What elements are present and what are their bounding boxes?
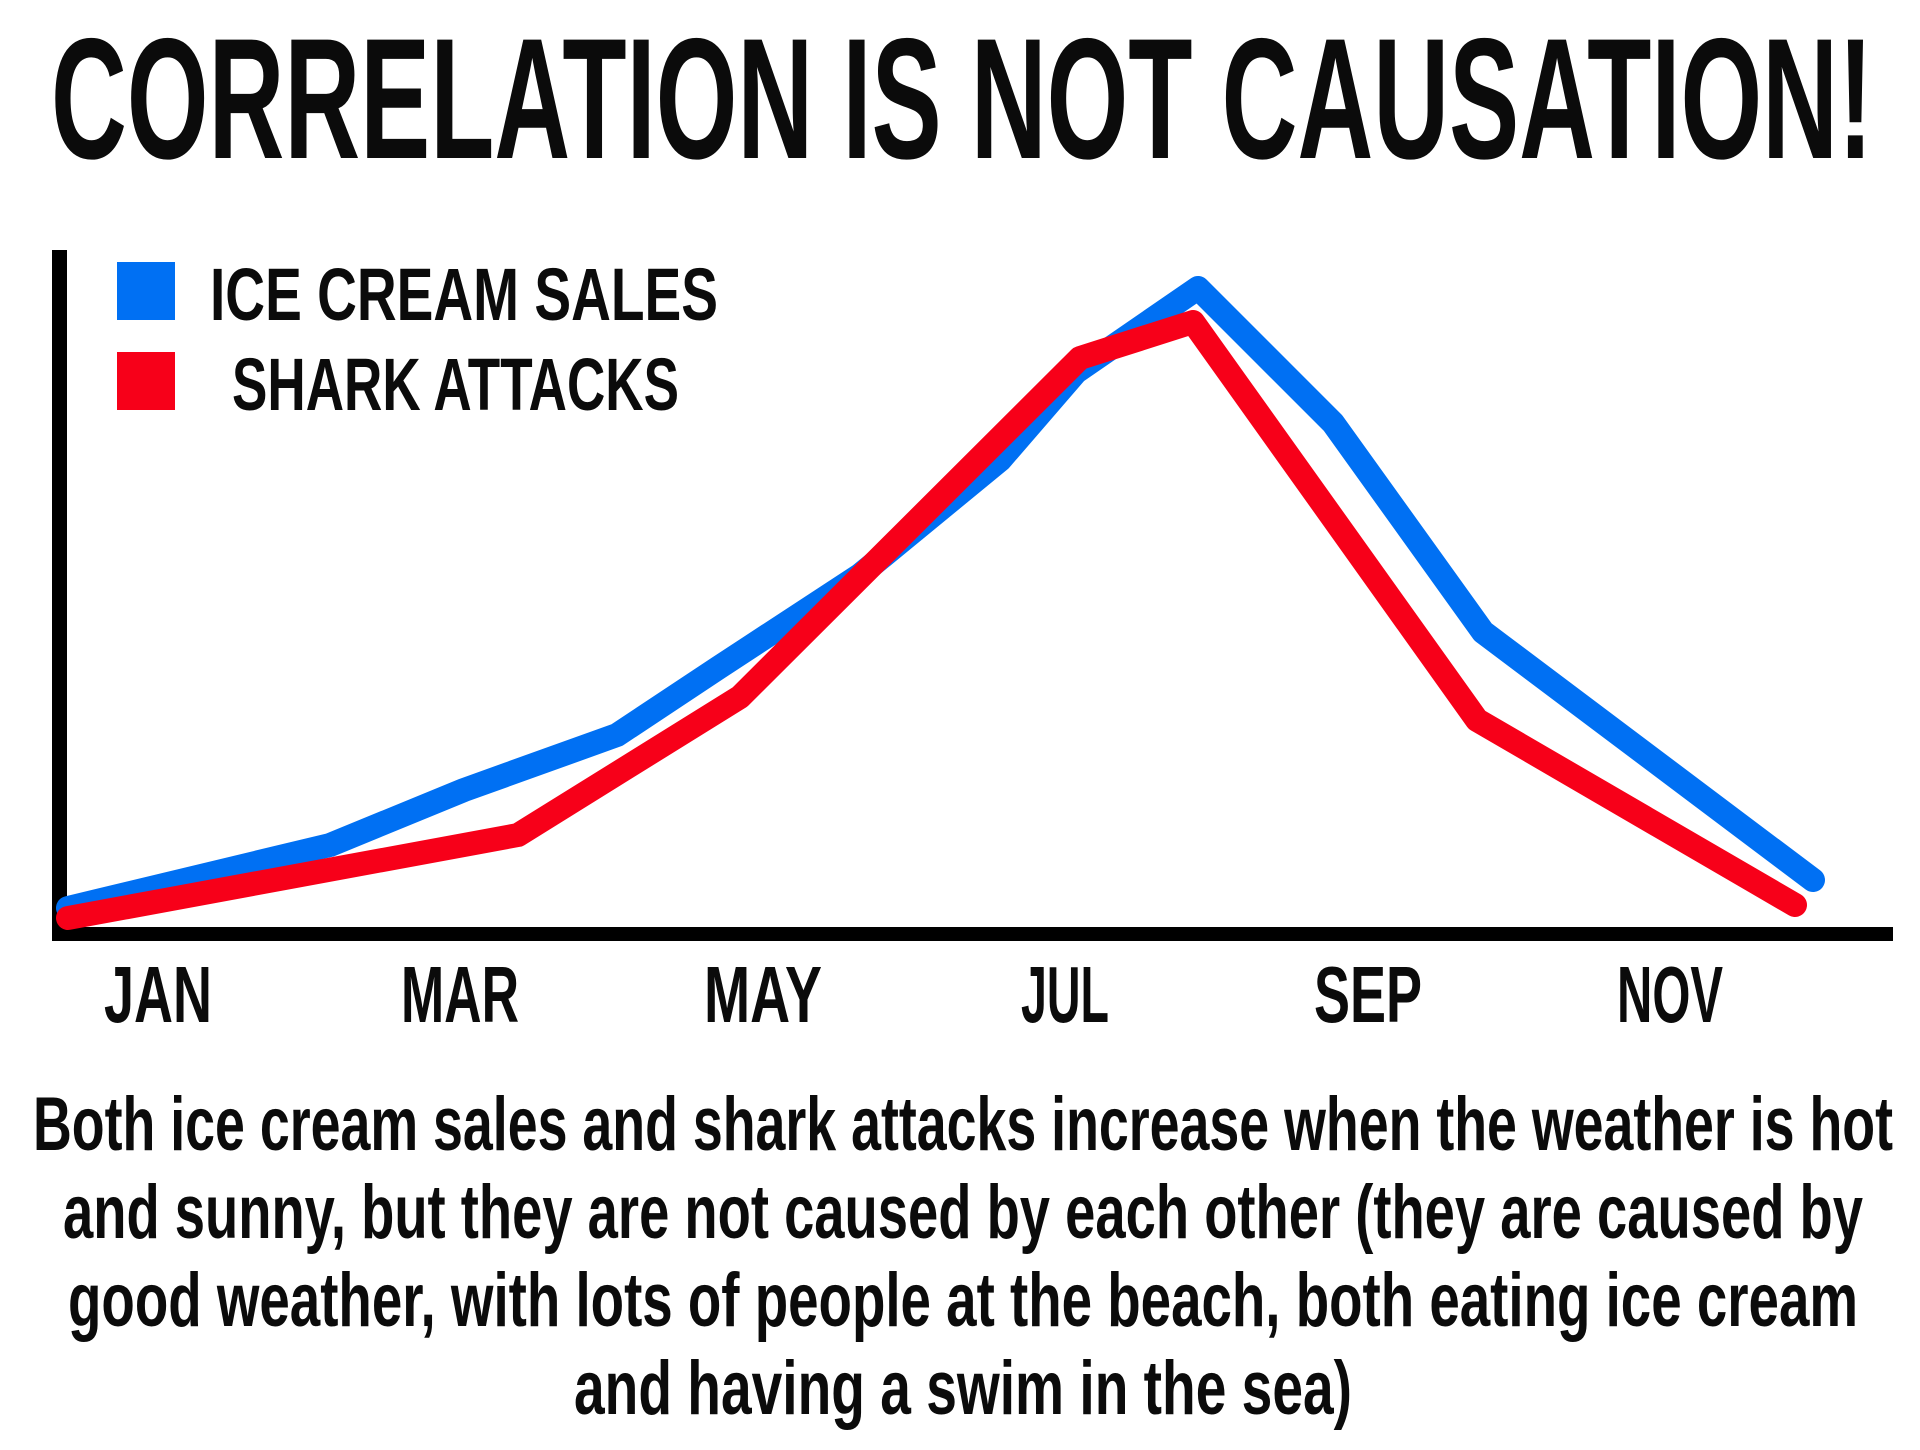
x-axis-tick-labels: JAN MAR MAY JUL SEP NOV <box>104 950 1723 1039</box>
legend-swatch-shark-attacks <box>117 352 175 410</box>
caption-line-4: and having a swim in the sea) <box>574 1346 1352 1431</box>
x-axis-line <box>52 927 1893 941</box>
legend: ICE CREAM SALES SHARK ATTACKS <box>117 253 718 426</box>
page-title: CORRELATION IS NOT CAUSATION! <box>51 3 1873 195</box>
legend-swatch-ice-cream-sales <box>117 262 175 320</box>
y-axis-line <box>52 250 67 941</box>
shark-attacks-line <box>56 310 1807 930</box>
x-tick-label-jan: JAN <box>104 950 212 1039</box>
caption: Both ice cream sales and shark attacks i… <box>33 1082 1893 1431</box>
caption-line-3: good weather, with lots of people at the… <box>68 1258 1858 1343</box>
caption-line-2: and sunny, but they are not caused by ea… <box>63 1170 1863 1255</box>
caption-line-1: Both ice cream sales and shark attacks i… <box>33 1082 1893 1167</box>
x-tick-label-nov: NOV <box>1617 950 1723 1039</box>
x-tick-label-jul: JUL <box>1021 950 1109 1039</box>
legend-label-shark-attacks: SHARK ATTACKS <box>232 343 679 426</box>
x-tick-label-sep: SEP <box>1314 950 1422 1039</box>
legend-label-ice-cream-sales: ICE CREAM SALES <box>210 253 718 336</box>
x-tick-label-mar: MAR <box>401 950 519 1039</box>
x-tick-label-may: MAY <box>704 950 822 1039</box>
